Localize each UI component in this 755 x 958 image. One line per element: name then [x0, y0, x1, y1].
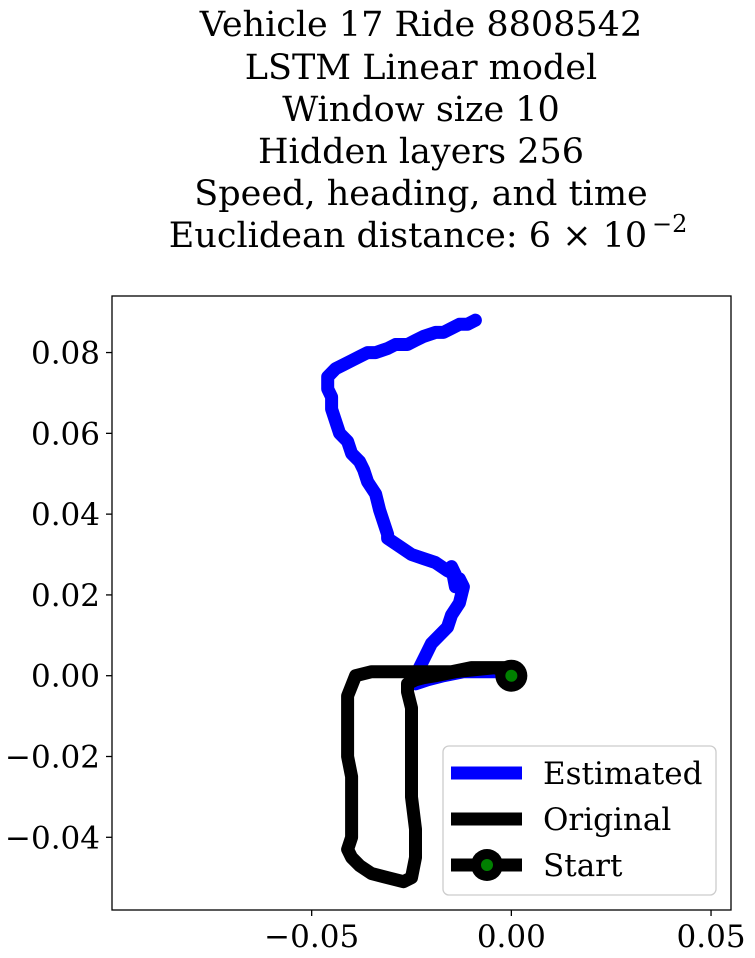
x-axis: −0.05 0.00 0.05	[264, 910, 746, 955]
legend-label-start: Start	[543, 848, 623, 884]
y-tick-label: 0.00	[31, 659, 100, 695]
y-tick-label: 0.02	[31, 578, 100, 614]
y-tick-label: 0.04	[31, 497, 100, 533]
legend-label-original: Original	[543, 802, 671, 838]
y-tick-label: −0.04	[5, 820, 100, 856]
title-line-1: Vehicle 17 Ride 8808542	[199, 5, 642, 45]
legend: Estimated Original Start	[442, 745, 717, 896]
x-tick-label: 0.05	[677, 919, 746, 955]
y-tick-label: 0.06	[31, 416, 100, 452]
title-line-3: Window size 10	[282, 90, 560, 130]
x-tick-label: 0.00	[477, 919, 546, 955]
title-line-4: Hidden layers 256	[258, 132, 584, 172]
legend-box	[442, 745, 717, 896]
legend-start-marker-center	[481, 859, 493, 871]
plot-frame	[111, 295, 732, 911]
start-marker-center	[505, 669, 518, 682]
title-line-6: Euclidean distance: 6 × 10	[169, 216, 647, 256]
x-tick-label: −0.05	[264, 919, 359, 955]
y-tick-label: 0.08	[31, 336, 100, 372]
chart-title: Vehicle 17 Ride 8808542 LSTM Linear mode…	[169, 5, 688, 256]
title-line-2: LSTM Linear model	[245, 48, 598, 88]
title-line-5: Speed, heading, and time	[194, 174, 647, 214]
legend-label-estimated: Estimated	[543, 756, 702, 792]
series-line-original	[341, 661, 518, 889]
y-tick-label: −0.02	[5, 740, 100, 776]
y-axis: 0.08 0.06 0.04 0.02 0.00 −0.02 −0.04	[5, 336, 112, 856]
title-exponent: −2	[652, 210, 687, 238]
series-line-estimated	[321, 313, 518, 691]
series-layer	[321, 313, 528, 889]
